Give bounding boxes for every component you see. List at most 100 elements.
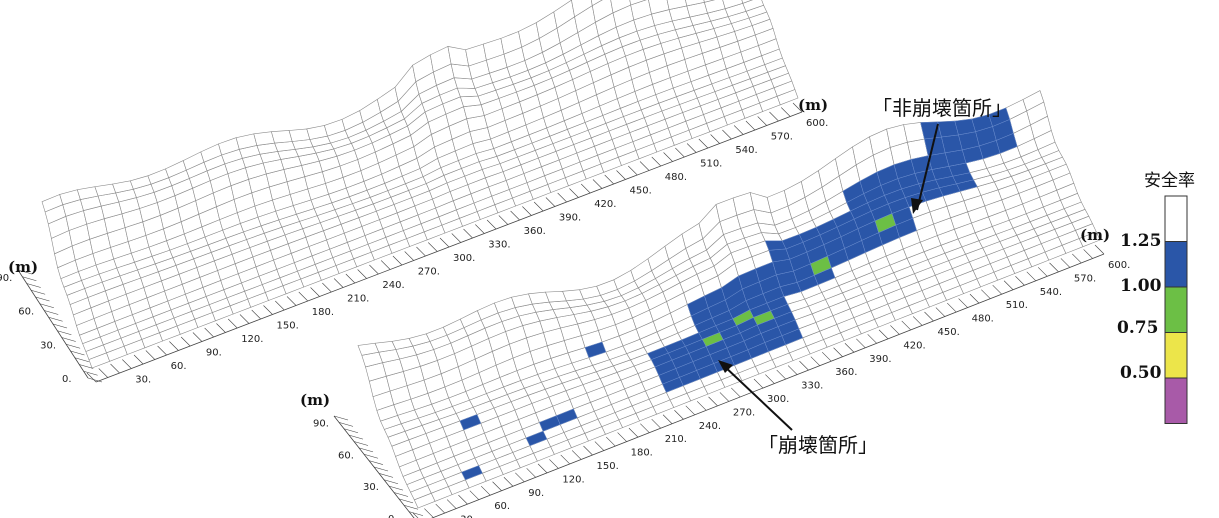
left-y-tick-mark	[44, 310, 59, 315]
left-mesh-cell	[648, 0, 670, 15]
right-x-tick-mark	[935, 307, 946, 317]
legend-value-3: 0.75	[1117, 318, 1158, 338]
right-x-tick-mark	[685, 405, 696, 416]
left-x-tick-mark	[781, 107, 791, 117]
left-x-tick-mark	[651, 156, 662, 167]
left-x-tick-mark	[451, 233, 461, 243]
left-y-tick-mark	[79, 364, 94, 369]
right-x-tick-mark	[549, 459, 559, 469]
left-x-tick-mark	[792, 102, 803, 113]
left-x-tick-mark	[745, 120, 756, 131]
right-x-tick-mark	[515, 472, 525, 483]
right-y-tick-mark	[363, 453, 379, 459]
left-x-tick-mark	[98, 368, 108, 378]
right-x-tick-mark	[640, 423, 650, 433]
right-x-tick-mark	[446, 499, 457, 509]
right-x-tick-mark	[981, 289, 991, 299]
right-x-tick-mark	[912, 316, 923, 326]
arrowhead-collapse	[718, 360, 733, 373]
right-x-tick-label: 510.	[1006, 300, 1028, 311]
left-x-tick-label: 540.	[735, 145, 757, 156]
left-mesh-cell	[722, 0, 744, 10]
safety-factor-cell	[810, 255, 832, 276]
left-x-tick-mark	[263, 305, 273, 315]
right-x-tick-label: 570.	[1074, 273, 1096, 284]
left-mesh-cell	[685, 0, 705, 7]
right-x-tick-mark	[753, 378, 764, 389]
right-x-tick-label: 600.	[1108, 260, 1130, 271]
left-mesh-cell	[288, 128, 311, 142]
axis-left: 30. 60. 90. 120. 150. 180. 210. 240. 270. 300. 330…	[0, 102, 828, 386]
left-y-tick-mark	[83, 370, 98, 376]
left-y-tick-mark	[87, 377, 103, 383]
left-mesh-cell	[571, 0, 593, 18]
left-y-tick-mark	[74, 357, 89, 363]
left-x-tick-mark	[157, 345, 167, 356]
right-x-tick-mark	[617, 432, 627, 442]
left-x-tick-mark	[628, 165, 638, 176]
right-x-tick-mark	[583, 445, 593, 456]
right-x-tick-label: 270.	[733, 407, 755, 418]
left-x-tick-mark	[322, 282, 332, 293]
right-y-tick-mark	[403, 504, 419, 510]
right-x-tick-mark	[1015, 276, 1025, 286]
left-x-tick-mark	[639, 161, 650, 171]
left-mesh-cell	[610, 0, 632, 14]
right-x-tick-label: 330.	[801, 381, 823, 392]
right-x-tick-mark	[492, 481, 502, 491]
right-x-tick-label: 420.	[903, 340, 925, 351]
left-x-tick-mark	[416, 246, 426, 257]
left-y-tick-mark	[22, 276, 37, 282]
left-x-tick-label: 450.	[630, 186, 652, 197]
left-x-tick-mark	[545, 197, 556, 207]
left-mesh-cell	[447, 46, 470, 67]
left-x-tick-mark	[145, 350, 156, 360]
right-x-tick-mark	[674, 410, 684, 420]
arrowhead-non-collapse	[911, 198, 923, 214]
right-x-tick-mark	[424, 508, 434, 518]
left-x-tick-mark	[357, 269, 367, 279]
right-x-tick-mark	[560, 454, 570, 465]
safety-factor-cell	[556, 408, 578, 425]
left-x-tick-label: 330.	[488, 240, 510, 251]
right-x-tick-mark	[1060, 258, 1071, 268]
safety-factor-cell	[459, 414, 482, 431]
safety-factor-cell	[461, 465, 483, 481]
right-x-tick-mark	[503, 477, 514, 487]
right-x-tick-mark	[901, 320, 911, 331]
left-x-tick-label: 510.	[700, 159, 722, 170]
legend-color-box	[1164, 377, 1188, 424]
left-mesh-cell	[742, 0, 764, 12]
right-y-tick-label: 60.	[338, 450, 354, 461]
right-x-tick-mark	[571, 450, 582, 460]
legend-value-2: 1.00	[1120, 276, 1162, 296]
left-x-tick-mark	[533, 201, 544, 212]
right-x-tick-mark	[1094, 244, 1105, 255]
right-x-tick-mark	[1026, 271, 1037, 282]
right-x-tick-mark	[958, 298, 968, 308]
left-x-tick-mark	[86, 372, 97, 383]
right-x-tick-mark	[890, 325, 900, 335]
right-y-tick-mark	[348, 434, 364, 440]
left-x-tick-mark	[380, 260, 391, 270]
left-x-tick-mark	[204, 327, 214, 338]
left-x-tick-label: 600.	[806, 118, 828, 129]
right-x-tick-mark	[435, 503, 445, 514]
right-x-tick-mark	[480, 485, 491, 496]
annotation-collapse: 「崩壊箇所」	[758, 433, 878, 457]
left-y-tick-label: 30.	[40, 340, 56, 351]
right-x-tick-mark	[787, 365, 798, 375]
right-x-tick-mark	[594, 441, 605, 451]
right-x-tick-mark	[606, 436, 616, 447]
left-x-tick-mark	[733, 125, 744, 135]
right-x-tick-mark	[1037, 267, 1048, 277]
right-x-tick-mark	[833, 347, 843, 357]
terrain-mesh-left	[41, 0, 799, 369]
left-x-tick-mark	[180, 336, 191, 347]
right-x-tick-mark	[1083, 249, 1093, 259]
right-y-tick-mark	[398, 498, 414, 504]
left-x-tick-mark	[428, 242, 438, 252]
left-x-tick-mark	[463, 228, 473, 239]
left-x-tick-label: 150.	[277, 321, 299, 332]
right-y-tick-mark	[408, 511, 424, 516]
